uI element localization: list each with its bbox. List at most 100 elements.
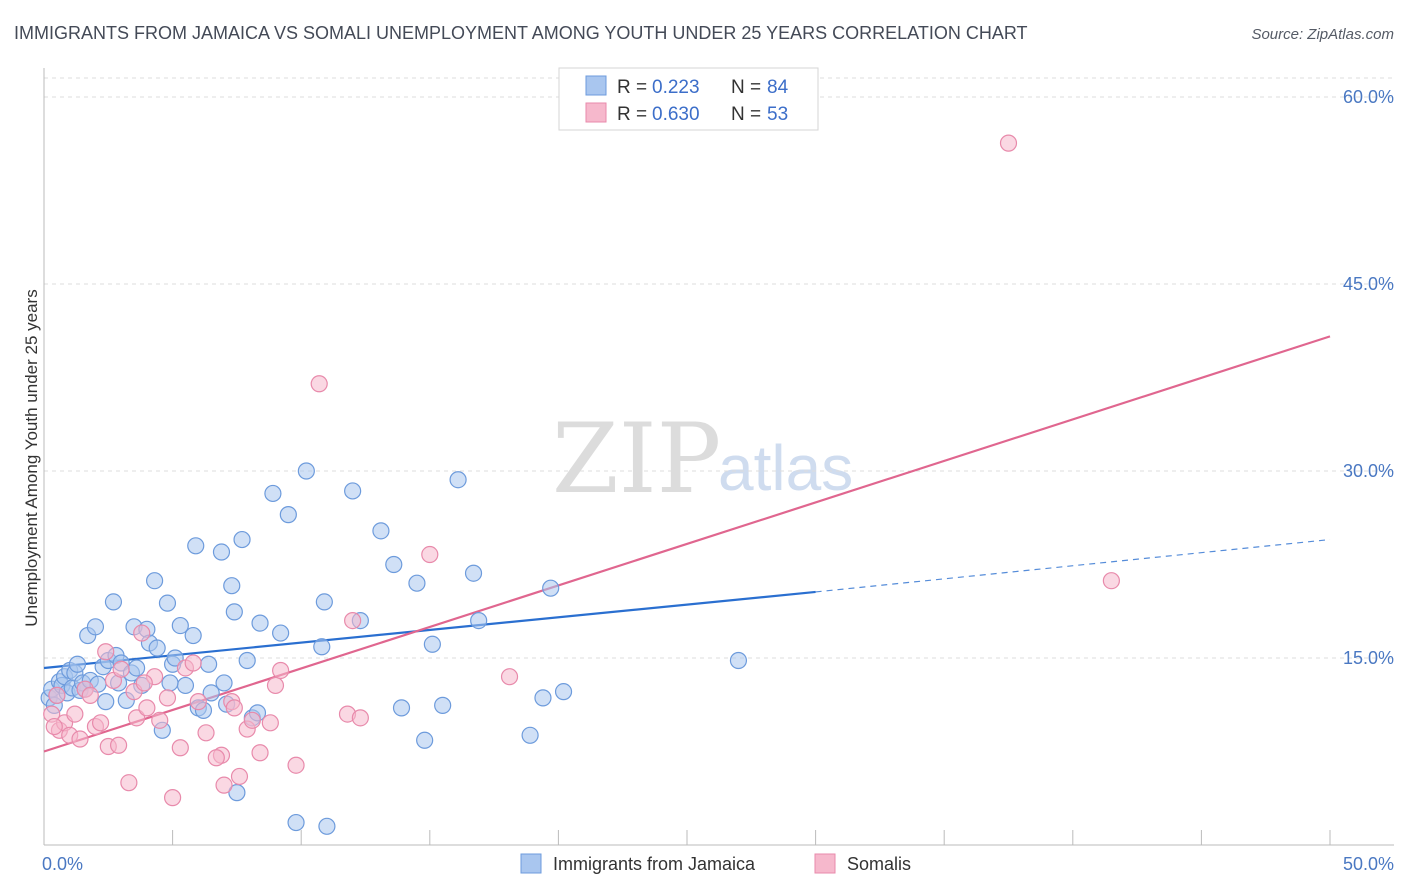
jamaica-point [264, 484, 282, 503]
jamaica-point [228, 784, 246, 802]
somali-point [351, 709, 369, 727]
jamaica-point [449, 471, 467, 489]
y-tick-label: 15.0% [1343, 648, 1394, 668]
legend-somali-n-label: N = [731, 104, 761, 125]
stats-legend: R = 0.223 N = 84 R = 0.630 N = 53 [558, 67, 819, 131]
somali-point [243, 711, 261, 729]
jamaica-point [385, 555, 403, 574]
jamaica-point [148, 639, 166, 657]
legend-jamaica-n-value: 84 [767, 77, 789, 98]
series-legend: Immigrants from Jamaica Somalis [520, 853, 911, 874]
jamaica-point [215, 674, 233, 692]
chart-source: Source: ZipAtlas.com [1251, 26, 1394, 43]
jamaica-point [68, 655, 87, 673]
y-tick-labels: 15.0% 30.0% 45.0% 60.0% [1343, 87, 1394, 668]
watermark: ZIP atlas [552, 403, 853, 515]
jamaica-point [233, 530, 251, 549]
jamaica-point [225, 603, 243, 621]
jamaica-point [318, 817, 336, 835]
somali-point [164, 789, 182, 807]
somali-point [215, 776, 233, 794]
y-tick-label: 30.0% [1343, 461, 1394, 481]
somali-point [225, 699, 243, 717]
somali-point [251, 744, 269, 762]
jamaica-point [344, 482, 362, 500]
somali-trend-line [43, 335, 1331, 753]
legend-somali-n-value: 53 [767, 104, 788, 125]
somali-point [127, 709, 146, 727]
somali-point [81, 686, 99, 705]
jamaica-point [729, 651, 748, 670]
somali-point [207, 749, 225, 767]
legend-jamaica-n-label: N = [731, 77, 761, 98]
series-legend-swatch-somali [814, 853, 836, 874]
jamaica-point [521, 726, 539, 744]
jamaica-point [416, 731, 434, 749]
jamaica-point [372, 522, 390, 540]
y-tick-label: 60.0% [1343, 87, 1394, 107]
watermark-zip: ZIP [552, 403, 721, 515]
watermark-atlas: atlas [718, 432, 853, 504]
jamaica-point [223, 577, 241, 595]
legend-jamaica-r-label: R = [617, 77, 647, 98]
somali-point [421, 545, 439, 564]
jamaica-trend-line-extension [815, 538, 1331, 593]
somali-point [109, 736, 128, 754]
jamaica-point [470, 611, 488, 630]
somali-point [500, 668, 519, 686]
jamaica-point [171, 616, 189, 635]
jamaica-point [534, 689, 552, 707]
legend-somali-r-label: R = [617, 104, 647, 125]
grid-lines [44, 77, 1394, 659]
series-legend-label-jamaica: Immigrants from Jamaica [553, 854, 756, 874]
jamaica-point [272, 624, 290, 642]
jamaica-point [200, 655, 218, 673]
x-tick-label-max: 50.0% [1343, 854, 1394, 874]
somali-point [344, 611, 362, 630]
jamaica-point [166, 649, 184, 667]
legend-somali-r-value: 0.630 [652, 104, 700, 125]
legend-jamaica-r-value: 0.223 [652, 77, 700, 98]
chart-title: IMMIGRANTS FROM JAMAICA VS SOMALI UNEMPL… [14, 23, 1028, 43]
somali-point [66, 705, 84, 723]
jamaica-point [423, 635, 441, 653]
somali-point [230, 767, 249, 786]
jamaica-point [297, 462, 315, 480]
somali-point [151, 711, 169, 729]
somali-point [97, 643, 115, 661]
stats-legend-swatch-somali [585, 102, 607, 123]
jamaica-point [145, 572, 164, 590]
jamaica-point [127, 659, 146, 677]
jamaica-point [434, 696, 452, 714]
series-legend-swatch-jamaica [520, 853, 542, 874]
y-axis-label: Unemployment Among Youth under 25 years [22, 289, 41, 626]
jamaica-point [315, 593, 333, 611]
somali-point [133, 624, 151, 642]
stats-legend-swatch-jamaica [585, 75, 607, 96]
somali-point [287, 756, 305, 774]
somali-point [135, 674, 153, 692]
jamaica-point [212, 543, 231, 561]
somali-point [184, 654, 202, 672]
somali-point [197, 724, 215, 742]
y-tick-label: 45.0% [1343, 274, 1394, 294]
series-legend-label-somali: Somalis [847, 854, 911, 874]
jamaica-point [464, 564, 483, 582]
jamaica-point [184, 626, 202, 645]
jamaica-point [287, 813, 305, 832]
jamaica-point [104, 593, 123, 611]
somali-point [999, 134, 1018, 152]
jamaica-point [251, 614, 269, 632]
jamaica-point [279, 506, 297, 524]
jamaica-point [86, 618, 105, 636]
somali-point [91, 714, 110, 732]
jamaica-point [176, 676, 195, 695]
somali-point [138, 699, 156, 717]
jamaica-point [554, 683, 573, 701]
somali-point [71, 730, 89, 748]
somali-point [158, 689, 177, 707]
somali-point [45, 717, 63, 736]
jamaica-point [392, 699, 411, 717]
jamaica-point [542, 579, 560, 597]
